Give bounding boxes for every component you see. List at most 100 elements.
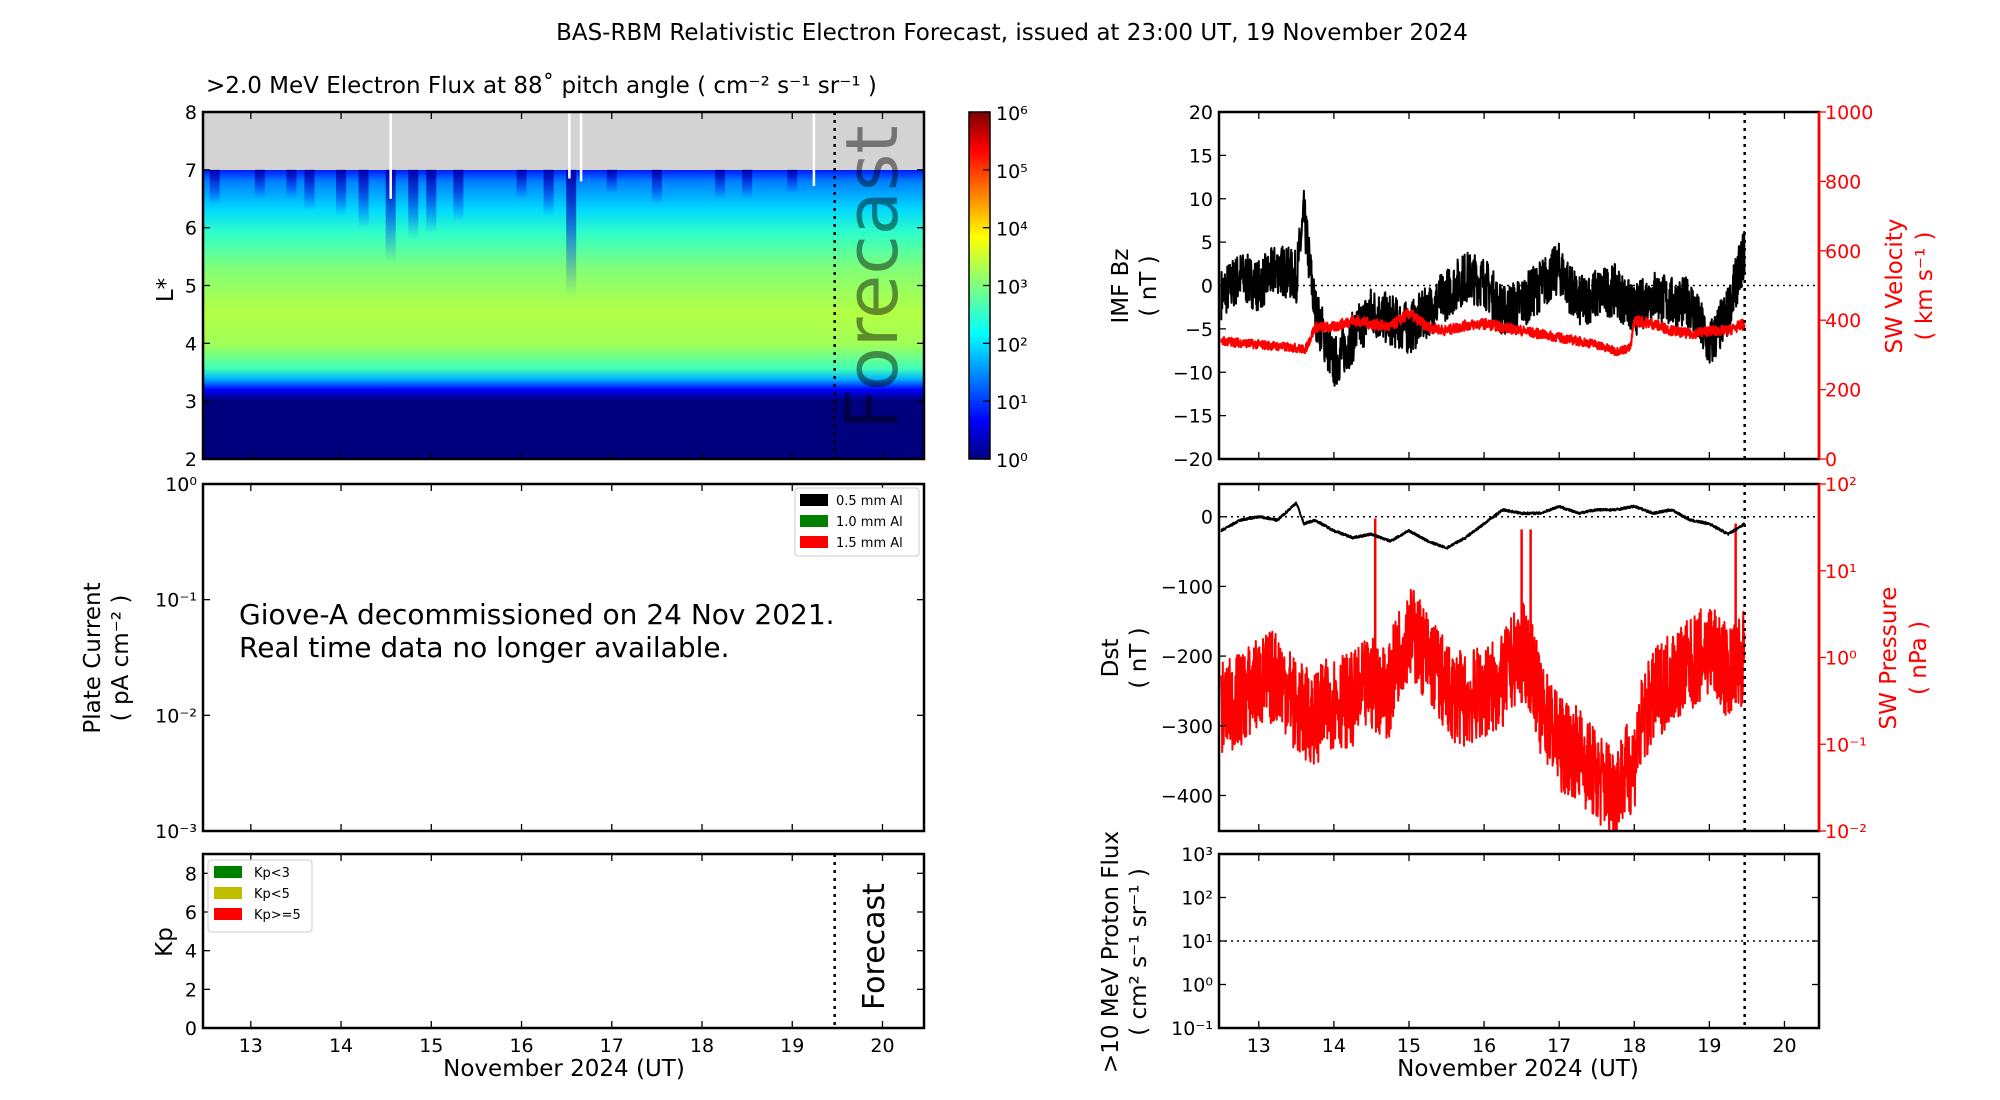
kp-bar — [342, 989, 351, 1028]
kp-bar — [319, 1002, 328, 1028]
flux-streak — [286, 169, 297, 199]
flux-streak — [715, 169, 726, 199]
kp-bar — [240, 989, 249, 1028]
legend-label: 0.5 mm Al — [836, 494, 903, 509]
kp-bar — [477, 964, 486, 1028]
colorbar-tick-label: 10³ — [996, 277, 1028, 299]
kp-bar — [308, 964, 317, 1028]
flux-streak — [304, 169, 315, 211]
y-tick-label: 6 — [185, 902, 197, 924]
x-tick-label: 20 — [870, 1035, 894, 1057]
flux-streak — [426, 169, 437, 234]
flux-streak — [408, 169, 419, 240]
kp-bar — [883, 1015, 892, 1028]
forecast-watermark: Forecast — [830, 125, 914, 430]
proton-ylabel-units: ( cm² s⁻¹ sr⁻¹ ) — [1126, 868, 1152, 1036]
bz-ylabel: IMF Bz — [1108, 248, 1134, 323]
flux-streak — [453, 169, 464, 222]
x-tick-label: 17 — [1547, 1035, 1571, 1057]
y-tick-label: 7 — [185, 160, 197, 182]
legend-swatch — [214, 887, 242, 899]
kp-bar — [365, 970, 374, 1028]
kp-bar — [613, 970, 622, 1028]
x-tick-label: 13 — [1247, 1035, 1271, 1057]
kp-bar — [376, 964, 385, 1028]
y-tick-label: 10³ — [1181, 844, 1213, 866]
right-y-tick-label: 600 — [1825, 241, 1861, 263]
kp-bar — [601, 989, 610, 1028]
legend-label: Kp<5 — [254, 887, 290, 902]
x-tick-label: 19 — [780, 1035, 804, 1057]
kp-bar — [669, 989, 678, 1028]
kp-bar — [816, 983, 825, 1028]
y-tick-label: 4 — [185, 941, 197, 963]
kp-bar — [624, 1009, 633, 1028]
kp-bar — [218, 989, 227, 1028]
flux-streak — [606, 169, 617, 193]
right-y-tick-label: 10² — [1825, 474, 1857, 496]
flux-streak — [209, 169, 220, 205]
plate-current-legend: 0.5 mm Al 1.0 mm Al 1.5 mm Al — [794, 487, 920, 557]
x-tick-label: 15 — [1397, 1035, 1421, 1057]
y-tick-label: −5 — [1185, 319, 1213, 341]
proton-ylabel: >10 MeV Proton Flux — [1098, 831, 1124, 1073]
y-tick-label: 10² — [1181, 888, 1213, 910]
x-tick-label: 13 — [239, 1035, 263, 1057]
imf-bz-line — [1220, 189, 1746, 387]
right-y-tick-label: 800 — [1825, 171, 1861, 193]
y-tick-label: 2 — [185, 449, 197, 471]
kp-bar — [432, 976, 441, 1028]
velocity-ylabel-units: ( km s⁻¹ ) — [1912, 232, 1938, 341]
kp-bar — [714, 1002, 723, 1028]
colorbar-tick-label: 10² — [996, 334, 1028, 356]
y-tick-label: 2 — [185, 979, 197, 1001]
right-y-tick-label: 200 — [1825, 380, 1861, 402]
y-tick-label: −15 — [1173, 406, 1213, 428]
y-tick-label: 4 — [185, 333, 197, 355]
right-y-tick-label: 10¹ — [1825, 561, 1857, 583]
x-tick-label: 17 — [600, 1035, 624, 1057]
y-tick-label: −10 — [1173, 362, 1213, 384]
right-y-tick-label: 1000 — [1825, 102, 1873, 124]
legend-label: Kp>=5 — [254, 908, 301, 923]
right-y-tick-label: 400 — [1825, 310, 1861, 332]
y-tick-label: 5 — [185, 276, 197, 298]
x-tick-label: 20 — [1772, 1035, 1796, 1057]
kp-bar — [500, 983, 509, 1028]
kp-bar — [782, 989, 791, 1028]
pressure-ylabel: SW Pressure — [1876, 587, 1902, 730]
right-y-tick-label: 10⁻¹ — [1825, 734, 1867, 756]
pressure-ylabel-units: ( nPa ) — [1906, 621, 1932, 695]
kp-bar — [410, 976, 419, 1028]
colorbar-tick-label: 10⁶ — [996, 103, 1028, 125]
kp-bar — [353, 970, 362, 1028]
plate-current-ylabel: Plate Current — [80, 582, 106, 733]
y-tick-label: 5 — [1201, 232, 1213, 254]
y-tick-label: 10 — [1189, 189, 1213, 211]
y-tick-label: −300 — [1161, 716, 1213, 738]
kp-bar — [771, 996, 780, 1028]
flux-streak — [742, 169, 753, 199]
y-tick-label: −400 — [1161, 785, 1213, 807]
notice-line-1: Giove-A decommissioned on 24 Nov 2021. — [239, 598, 835, 631]
kp-bar — [252, 976, 261, 1028]
y-tick-label: −100 — [1161, 576, 1213, 598]
kp-bar — [737, 1002, 746, 1028]
axes-frame — [201, 482, 926, 833]
colorbar-tick-label: 10¹ — [996, 392, 1028, 414]
kp-bar — [658, 1009, 667, 1028]
dst-panel: −400 −300 −200 −100 0 10⁻² 10⁻¹ 10⁰ 10¹ 10² Dst (… — [1098, 474, 1932, 843]
x-tick-label: 16 — [1472, 1035, 1496, 1057]
right-y-tick-label: 10⁰ — [1825, 648, 1857, 670]
x-tick-label: 18 — [1622, 1035, 1646, 1057]
y-tick-label: 10⁰ — [1181, 975, 1213, 997]
y-tick-label: 3 — [185, 391, 197, 413]
legend-label: Kp<3 — [254, 866, 290, 881]
notice-line-2: Real time data no longer available. — [239, 631, 730, 664]
y-tick-label: 0 — [185, 1018, 197, 1040]
kp-bar — [398, 957, 407, 1028]
plate-current-ylabel-units: ( pA cm⁻² ) — [108, 595, 134, 722]
kp-bar — [207, 989, 216, 1028]
kp-bar — [647, 1009, 656, 1028]
